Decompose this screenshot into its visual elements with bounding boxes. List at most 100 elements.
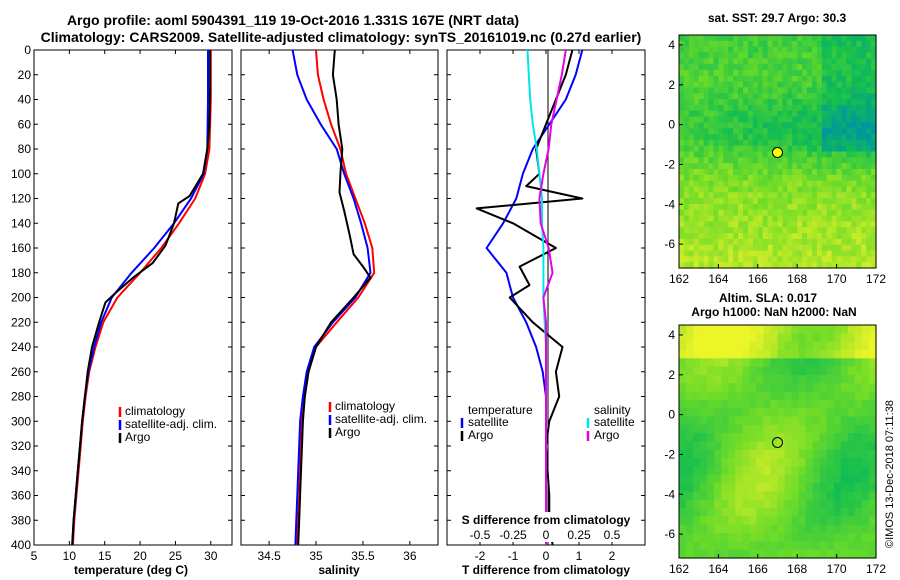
map-cell (868, 499, 877, 509)
map-cell (777, 366, 786, 376)
map-cell (743, 180, 749, 188)
map-cell (742, 366, 750, 376)
map-cell (840, 358, 849, 368)
map-cell (871, 180, 877, 188)
map-cell (854, 491, 863, 501)
map-cell (707, 441, 715, 451)
map-cell (841, 244, 848, 252)
map-cell (797, 215, 803, 222)
map-cell (679, 483, 687, 493)
map-cell (693, 75, 700, 83)
map-cell (802, 134, 808, 141)
lon-tick-label: 164 (708, 272, 728, 286)
map-cell (752, 69, 759, 77)
map-cell (698, 256, 705, 263)
map-cell (743, 244, 749, 252)
map-cell (784, 399, 793, 409)
map-cell (811, 122, 818, 129)
map-cell (718, 238, 724, 246)
map-cell (683, 203, 690, 211)
map-cell (798, 499, 807, 509)
map-cell (756, 408, 765, 418)
map-cell (721, 333, 729, 343)
map-cell (723, 46, 729, 54)
map-cell (700, 466, 708, 476)
map-cell (713, 35, 719, 42)
map-cell (854, 374, 863, 384)
map-cell (866, 180, 872, 188)
map-cell (861, 383, 870, 393)
map-cell (819, 325, 828, 334)
map-cell (757, 157, 764, 164)
map-cell (713, 168, 719, 176)
map-cell (811, 250, 818, 257)
map-cell (718, 198, 724, 205)
map-cell (747, 35, 754, 42)
map-cell (700, 374, 708, 384)
map-cell (679, 203, 685, 211)
map-cell (851, 40, 857, 48)
map-cell (798, 516, 807, 526)
map-cell (700, 358, 708, 368)
map-cell (698, 35, 705, 42)
map-cell (831, 81, 838, 89)
map-cell (683, 186, 690, 193)
map-cell (703, 227, 710, 234)
map-cell (693, 69, 700, 77)
map-cell (831, 262, 838, 269)
map-cell (821, 116, 828, 123)
map-cell (854, 325, 863, 334)
map-cell (700, 341, 708, 351)
map-cell (693, 168, 700, 176)
map-cell (735, 508, 743, 517)
map-cell (738, 134, 744, 141)
map-cell (856, 128, 862, 135)
map-cell (851, 116, 857, 123)
map-cell (733, 52, 739, 59)
map-cell (742, 391, 750, 401)
map-cell (871, 46, 877, 54)
map-cell (686, 516, 694, 526)
map-cell (688, 163, 695, 170)
map-cell (714, 433, 722, 443)
map-cell (821, 262, 828, 269)
map-cell (868, 533, 877, 542)
map-cell (693, 549, 701, 559)
map-cell (856, 221, 862, 228)
map-cell (700, 449, 708, 459)
map-cell (772, 262, 779, 269)
map-cell (797, 99, 803, 106)
map-cell (866, 227, 872, 234)
map-cell (743, 168, 749, 176)
map-cell (749, 424, 757, 434)
map-cell (747, 209, 754, 217)
map-cell (791, 341, 800, 351)
map-cell (698, 145, 705, 153)
map-cell (757, 110, 764, 118)
map-cell (757, 198, 764, 205)
map-cell (735, 499, 743, 509)
map-cell (733, 238, 739, 246)
map-cell (836, 52, 843, 59)
map-cell (763, 424, 772, 434)
map-cell (688, 93, 695, 100)
map-cell (861, 174, 867, 182)
map-cell (840, 483, 849, 493)
map-cell (713, 87, 719, 94)
map-cell (821, 168, 828, 176)
sst-title: sat. SST: 29.7 Argo: 30.3 (708, 11, 847, 25)
map-cell (841, 163, 848, 170)
map-cell (861, 128, 867, 135)
map-cell (757, 35, 764, 42)
map-cell (811, 157, 818, 164)
map-cell (821, 69, 828, 77)
map-cell (683, 122, 690, 129)
map-cell (866, 192, 872, 199)
map-cell (718, 128, 724, 135)
map-cell (679, 40, 685, 48)
map-cell (831, 203, 838, 211)
map-cell (703, 215, 710, 222)
map-cell (831, 157, 838, 164)
map-cell (782, 93, 788, 100)
map-cell (723, 163, 729, 170)
